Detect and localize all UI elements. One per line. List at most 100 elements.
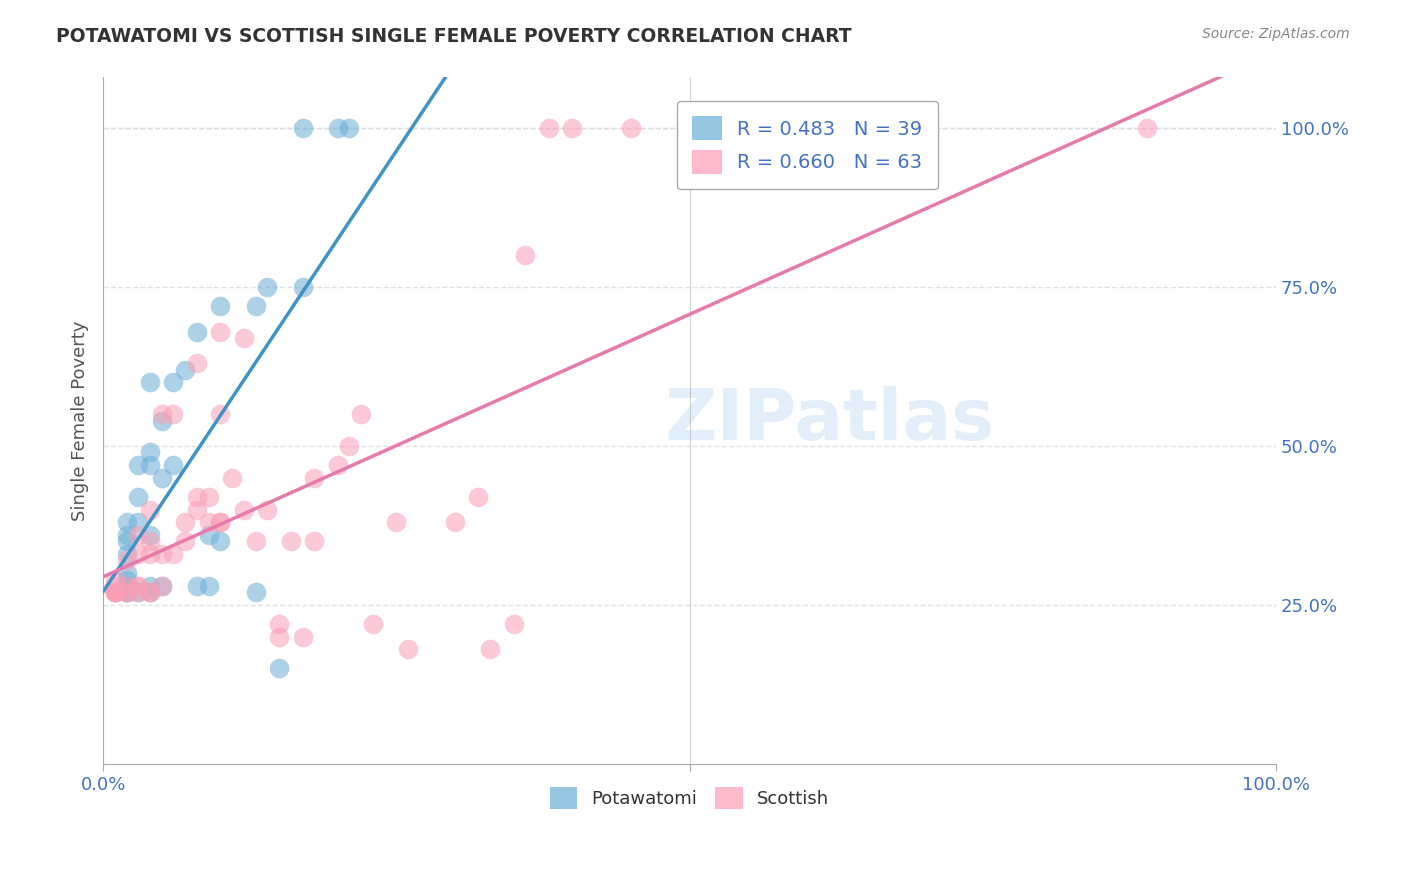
Point: [139, 458, 162, 472]
Point: [232, 331, 254, 345]
Point: [162, 376, 184, 390]
Point: [197, 516, 219, 530]
Point: [115, 547, 138, 561]
Point: [256, 280, 278, 294]
Point: [115, 579, 138, 593]
Point: [396, 642, 419, 657]
Point: [150, 471, 173, 485]
Legend: Potawatomi, Scottish: Potawatomi, Scottish: [536, 772, 844, 823]
Point: [174, 516, 197, 530]
Point: [104, 585, 127, 599]
Point: [139, 547, 162, 561]
Point: [186, 579, 208, 593]
Point: [127, 585, 149, 599]
Point: [537, 121, 560, 136]
Point: [115, 579, 138, 593]
Point: [245, 534, 267, 549]
Point: [479, 642, 502, 657]
Point: [209, 534, 232, 549]
Point: [127, 528, 149, 542]
Point: [162, 458, 184, 472]
Point: [502, 617, 524, 632]
Point: [139, 534, 162, 549]
Point: [139, 585, 162, 599]
Point: [291, 280, 314, 294]
Point: [256, 502, 278, 516]
Point: [115, 566, 138, 581]
Point: [139, 445, 162, 459]
Point: [197, 579, 219, 593]
Point: [339, 121, 361, 136]
Point: [245, 299, 267, 313]
Point: [267, 630, 290, 644]
Point: [267, 661, 290, 675]
Y-axis label: Single Female Poverty: Single Female Poverty: [72, 320, 89, 521]
Point: [186, 356, 208, 370]
Text: ZIPatlas: ZIPatlas: [665, 386, 995, 455]
Point: [197, 490, 219, 504]
Point: [515, 248, 537, 262]
Point: [139, 585, 162, 599]
Point: [115, 516, 138, 530]
Point: [561, 121, 583, 136]
Point: [361, 617, 384, 632]
Point: [127, 579, 149, 593]
Point: [174, 363, 197, 377]
Point: [221, 471, 243, 485]
Point: [104, 585, 127, 599]
Point: [350, 407, 373, 421]
Point: [326, 121, 349, 136]
Point: [104, 579, 127, 593]
Point: [267, 617, 290, 632]
Point: [162, 547, 184, 561]
Point: [232, 502, 254, 516]
Point: [115, 528, 138, 542]
Point: [115, 585, 138, 599]
Point: [127, 547, 149, 561]
Point: [127, 585, 149, 599]
Point: [291, 630, 314, 644]
Point: [150, 547, 173, 561]
Point: [162, 407, 184, 421]
Point: [104, 585, 127, 599]
Point: [209, 516, 232, 530]
Point: [127, 458, 149, 472]
Point: [209, 516, 232, 530]
Point: [339, 439, 361, 453]
Point: [115, 585, 138, 599]
Point: [127, 579, 149, 593]
Point: [186, 490, 208, 504]
Point: [186, 325, 208, 339]
Point: [291, 121, 314, 136]
Point: [245, 585, 267, 599]
Point: [139, 585, 162, 599]
Point: [150, 579, 173, 593]
Point: [209, 299, 232, 313]
Point: [280, 534, 302, 549]
Text: Source: ZipAtlas.com: Source: ZipAtlas.com: [1202, 27, 1350, 41]
Point: [139, 502, 162, 516]
Point: [467, 490, 489, 504]
Point: [150, 407, 173, 421]
Point: [127, 516, 149, 530]
Point: [302, 471, 325, 485]
Point: [209, 325, 232, 339]
Point: [302, 534, 325, 549]
Point: [139, 579, 162, 593]
Point: [127, 490, 149, 504]
Point: [115, 573, 138, 587]
Text: POTAWATOMI VS SCOTTISH SINGLE FEMALE POVERTY CORRELATION CHART: POTAWATOMI VS SCOTTISH SINGLE FEMALE POV…: [56, 27, 852, 45]
Point: [115, 553, 138, 567]
Point: [1136, 121, 1159, 136]
Point: [115, 534, 138, 549]
Point: [186, 502, 208, 516]
Point: [150, 579, 173, 593]
Point: [115, 585, 138, 599]
Point: [174, 534, 197, 549]
Point: [209, 407, 232, 421]
Point: [620, 121, 643, 136]
Point: [104, 573, 127, 587]
Point: [385, 516, 408, 530]
Point: [115, 585, 138, 599]
Point: [104, 585, 127, 599]
